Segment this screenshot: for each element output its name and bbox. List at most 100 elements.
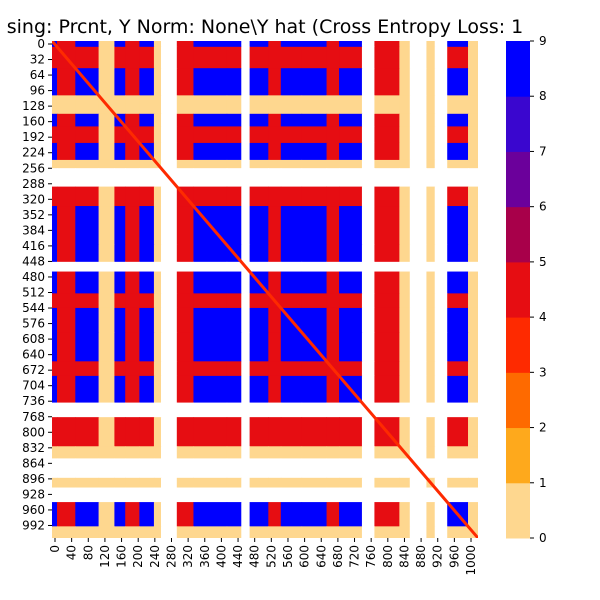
heatmap-cell [125, 95, 140, 115]
heatmap-cell [160, 477, 178, 489]
heatmap-cell [75, 458, 100, 479]
heatmap-cell [125, 186, 140, 207]
colorbar-tick-label: 0 [539, 531, 547, 545]
heatmap-cell [139, 41, 155, 48]
heatmap-cell [434, 458, 448, 479]
heatmap-cell [241, 206, 251, 246]
x-tick-label: 520 [264, 545, 278, 568]
heatmap-cell [339, 68, 363, 96]
heatmap-cell [399, 68, 411, 96]
heatmap-cell [98, 168, 115, 188]
heatmap-cell [468, 487, 478, 503]
heatmap-cell [249, 113, 269, 127]
heatmap-cell [268, 168, 282, 188]
heatmap-cell [193, 307, 228, 333]
heatmap-cell [139, 375, 155, 404]
heatmap-cell [241, 46, 251, 69]
y-tick-label: 736 [22, 394, 45, 408]
heatmap-cell [176, 68, 194, 96]
heatmap-cell [56, 113, 76, 127]
heatmap-cell [249, 46, 269, 69]
heatmap-cell [399, 113, 411, 127]
x-tick-label: 400 [214, 545, 228, 568]
heatmap-cell [249, 375, 269, 404]
heatmap-cell [125, 41, 140, 48]
heatmap-cell [326, 244, 340, 263]
heatmap-cell [226, 332, 242, 362]
heatmap-cell [447, 458, 469, 479]
heatmap-cell [434, 159, 448, 169]
heatmap-cell [326, 46, 340, 69]
heatmap-cell [249, 307, 269, 333]
colorbar-segment [506, 206, 530, 263]
heatmap-cell [301, 126, 328, 144]
heatmap-cell [193, 417, 228, 447]
heatmap-cell [125, 271, 140, 294]
chart-title: sing: Prcnt, Y Norm: None\Y hat (Cross E… [7, 16, 524, 38]
heatmap-cell [52, 402, 58, 418]
heatmap-cell [361, 271, 375, 294]
x-tick-label: 720 [348, 545, 362, 568]
heatmap-cell [339, 402, 363, 418]
heatmap-cell [426, 206, 436, 246]
heatmap-cell [56, 526, 76, 538]
heatmap-cell [98, 526, 115, 538]
x-tick-label: 760 [364, 545, 378, 568]
colorbar-tick-label: 2 [539, 421, 547, 435]
heatmap-cell [114, 159, 126, 169]
y-tick-label: 512 [22, 286, 45, 300]
heatmap-cell [56, 458, 76, 479]
heatmap-cell [374, 293, 400, 309]
heatmap-cell [468, 46, 478, 69]
heatmap-cell [241, 458, 251, 479]
heatmap-cell [153, 307, 162, 333]
heatmap-cell [176, 526, 194, 538]
heatmap-cell [52, 206, 58, 246]
heatmap-cell [434, 293, 448, 309]
heatmap-cell [98, 477, 115, 489]
heatmap-cell [434, 361, 448, 377]
heatmap-cell [114, 261, 126, 273]
heatmap-cell [374, 126, 400, 144]
heatmap-cell [176, 332, 194, 362]
heatmap-cell [98, 332, 115, 362]
heatmap-cell [409, 126, 427, 144]
heatmap-cell [339, 142, 363, 161]
heatmap-cell [56, 402, 76, 418]
heatmap-cell [226, 271, 242, 294]
heatmap-cell [226, 487, 242, 503]
heatmap-cell [374, 332, 400, 362]
heatmap-cell [301, 361, 328, 377]
heatmap-cell [268, 361, 282, 377]
heatmap-cell [153, 417, 162, 447]
heatmap-cell [98, 487, 115, 503]
heatmap-cell [249, 293, 269, 309]
heatmap-cell [361, 307, 375, 333]
heatmap-cell [434, 446, 448, 459]
x-axis-ticks: 0 40 80 120 160 200 240 280 320 360 400 440 480 520 56… [48, 538, 478, 576]
heatmap-cell [114, 402, 126, 418]
heatmap-cell [409, 293, 427, 309]
y-tick-label: 160 [22, 115, 45, 129]
heatmap-cell [326, 68, 340, 96]
heatmap-cell [399, 361, 411, 377]
heatmap-cell [447, 206, 469, 246]
heatmap-cell [226, 402, 242, 418]
heatmap-cell [153, 41, 162, 48]
colorbar-segment [506, 41, 530, 97]
x-tick-label: 40 [65, 545, 79, 560]
heatmap-cell [160, 126, 178, 144]
heatmap-cell [468, 261, 478, 273]
heatmap-cell [301, 142, 328, 161]
heatmap-cell [52, 417, 58, 447]
heatmap-cell [280, 244, 303, 263]
heatmap-cell [447, 244, 469, 263]
heatmap-cell [301, 446, 328, 459]
heatmap-cell [75, 244, 100, 263]
heatmap-cell [374, 95, 400, 115]
heatmap-cell [361, 168, 375, 188]
y-tick-label: 608 [22, 332, 45, 346]
heatmap-cell [280, 487, 303, 503]
heatmap-cell [301, 502, 328, 527]
y-tick-label: 96 [30, 84, 45, 98]
